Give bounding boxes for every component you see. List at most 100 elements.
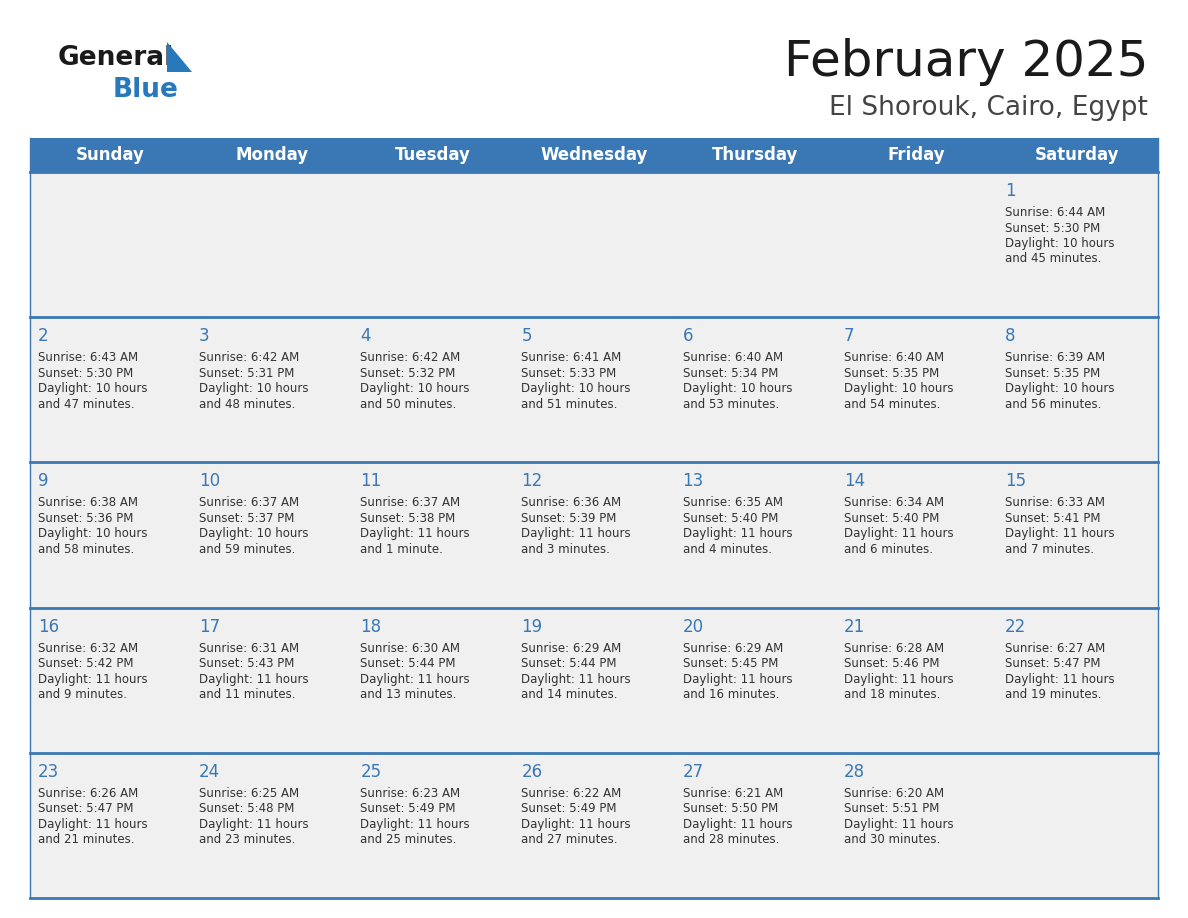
Text: and 6 minutes.: and 6 minutes. xyxy=(843,543,933,556)
Text: Sunrise: 6:27 AM: Sunrise: 6:27 AM xyxy=(1005,642,1105,655)
Bar xyxy=(353,753,513,898)
Text: 19: 19 xyxy=(522,618,543,635)
Text: Sunset: 5:37 PM: Sunset: 5:37 PM xyxy=(200,512,295,525)
Text: Daylight: 11 hours: Daylight: 11 hours xyxy=(360,673,470,686)
Bar xyxy=(30,463,191,608)
Bar xyxy=(997,463,1158,608)
Text: Sunrise: 6:34 AM: Sunrise: 6:34 AM xyxy=(843,497,943,509)
Bar xyxy=(513,138,675,172)
Text: Daylight: 10 hours: Daylight: 10 hours xyxy=(38,382,147,396)
Text: Daylight: 11 hours: Daylight: 11 hours xyxy=(843,818,953,831)
Text: Sunrise: 6:37 AM: Sunrise: 6:37 AM xyxy=(360,497,461,509)
Text: and 50 minutes.: and 50 minutes. xyxy=(360,397,456,410)
Text: Sunrise: 6:44 AM: Sunrise: 6:44 AM xyxy=(1005,206,1105,219)
Text: Sunrise: 6:37 AM: Sunrise: 6:37 AM xyxy=(200,497,299,509)
Bar xyxy=(997,318,1158,463)
Text: Sunrise: 6:42 AM: Sunrise: 6:42 AM xyxy=(200,352,299,364)
Text: Daylight: 11 hours: Daylight: 11 hours xyxy=(200,673,309,686)
Text: Sunset: 5:35 PM: Sunset: 5:35 PM xyxy=(843,366,939,380)
Bar xyxy=(513,172,675,318)
Text: Sunday: Sunday xyxy=(76,146,145,164)
Text: Sunset: 5:48 PM: Sunset: 5:48 PM xyxy=(200,802,295,815)
Text: Sunset: 5:44 PM: Sunset: 5:44 PM xyxy=(522,657,617,670)
Text: and 51 minutes.: and 51 minutes. xyxy=(522,397,618,410)
Text: and 1 minute.: and 1 minute. xyxy=(360,543,443,556)
Text: Daylight: 11 hours: Daylight: 11 hours xyxy=(843,673,953,686)
Text: Sunset: 5:39 PM: Sunset: 5:39 PM xyxy=(522,512,617,525)
Bar xyxy=(513,753,675,898)
Text: 1: 1 xyxy=(1005,182,1016,200)
Bar xyxy=(997,172,1158,318)
Bar xyxy=(30,608,191,753)
Bar xyxy=(191,608,353,753)
Bar xyxy=(997,753,1158,898)
Text: and 18 minutes.: and 18 minutes. xyxy=(843,688,940,701)
Text: and 7 minutes.: and 7 minutes. xyxy=(1005,543,1094,556)
Text: Sunset: 5:41 PM: Sunset: 5:41 PM xyxy=(1005,512,1100,525)
Bar xyxy=(30,172,191,318)
Text: Sunset: 5:45 PM: Sunset: 5:45 PM xyxy=(683,657,778,670)
Text: Daylight: 10 hours: Daylight: 10 hours xyxy=(1005,237,1114,250)
Text: and 25 minutes.: and 25 minutes. xyxy=(360,834,456,846)
Text: 28: 28 xyxy=(843,763,865,781)
Text: Sunrise: 6:31 AM: Sunrise: 6:31 AM xyxy=(200,642,299,655)
Text: and 16 minutes.: and 16 minutes. xyxy=(683,688,779,701)
Bar xyxy=(513,318,675,463)
Text: and 28 minutes.: and 28 minutes. xyxy=(683,834,779,846)
Text: 21: 21 xyxy=(843,618,865,635)
Bar xyxy=(191,753,353,898)
Bar xyxy=(675,608,835,753)
Text: 11: 11 xyxy=(360,473,381,490)
Text: Sunrise: 6:29 AM: Sunrise: 6:29 AM xyxy=(522,642,621,655)
Text: Daylight: 11 hours: Daylight: 11 hours xyxy=(683,673,792,686)
Text: Daylight: 10 hours: Daylight: 10 hours xyxy=(1005,382,1114,396)
Text: Daylight: 11 hours: Daylight: 11 hours xyxy=(38,818,147,831)
Text: and 14 minutes.: and 14 minutes. xyxy=(522,688,618,701)
Bar xyxy=(513,463,675,608)
Text: and 45 minutes.: and 45 minutes. xyxy=(1005,252,1101,265)
Text: Daylight: 11 hours: Daylight: 11 hours xyxy=(38,673,147,686)
Text: and 54 minutes.: and 54 minutes. xyxy=(843,397,940,410)
Bar xyxy=(675,172,835,318)
Text: Daylight: 10 hours: Daylight: 10 hours xyxy=(200,528,309,541)
Text: and 48 minutes.: and 48 minutes. xyxy=(200,397,296,410)
Text: Daylight: 11 hours: Daylight: 11 hours xyxy=(683,818,792,831)
Text: 27: 27 xyxy=(683,763,703,781)
Text: 18: 18 xyxy=(360,618,381,635)
Text: Tuesday: Tuesday xyxy=(394,146,470,164)
Text: 23: 23 xyxy=(38,763,59,781)
Text: Sunrise: 6:33 AM: Sunrise: 6:33 AM xyxy=(1005,497,1105,509)
Text: Daylight: 11 hours: Daylight: 11 hours xyxy=(683,528,792,541)
Text: Sunrise: 6:32 AM: Sunrise: 6:32 AM xyxy=(38,642,138,655)
Bar xyxy=(835,608,997,753)
Text: 7: 7 xyxy=(843,327,854,345)
Text: Sunrise: 6:43 AM: Sunrise: 6:43 AM xyxy=(38,352,138,364)
Text: Sunset: 5:43 PM: Sunset: 5:43 PM xyxy=(200,657,295,670)
Text: Daylight: 11 hours: Daylight: 11 hours xyxy=(1005,528,1114,541)
Text: Daylight: 10 hours: Daylight: 10 hours xyxy=(38,528,147,541)
Text: and 23 minutes.: and 23 minutes. xyxy=(200,834,296,846)
Text: Sunrise: 6:36 AM: Sunrise: 6:36 AM xyxy=(522,497,621,509)
Text: 3: 3 xyxy=(200,327,210,345)
Text: 17: 17 xyxy=(200,618,220,635)
Text: Friday: Friday xyxy=(887,146,946,164)
Text: General: General xyxy=(58,45,175,71)
Text: Sunrise: 6:20 AM: Sunrise: 6:20 AM xyxy=(843,787,943,800)
Text: Sunset: 5:31 PM: Sunset: 5:31 PM xyxy=(200,366,295,380)
Text: Sunset: 5:40 PM: Sunset: 5:40 PM xyxy=(843,512,939,525)
Text: 25: 25 xyxy=(360,763,381,781)
Bar xyxy=(997,138,1158,172)
Bar xyxy=(997,608,1158,753)
Text: Sunrise: 6:35 AM: Sunrise: 6:35 AM xyxy=(683,497,783,509)
Text: Sunrise: 6:41 AM: Sunrise: 6:41 AM xyxy=(522,352,621,364)
Text: 13: 13 xyxy=(683,473,703,490)
Bar xyxy=(675,318,835,463)
Text: Daylight: 11 hours: Daylight: 11 hours xyxy=(1005,673,1114,686)
Bar xyxy=(191,172,353,318)
Text: 5: 5 xyxy=(522,327,532,345)
Text: and 53 minutes.: and 53 minutes. xyxy=(683,397,779,410)
Bar xyxy=(353,463,513,608)
Text: and 21 minutes.: and 21 minutes. xyxy=(38,834,134,846)
Text: Sunset: 5:30 PM: Sunset: 5:30 PM xyxy=(38,366,133,380)
Text: Blue: Blue xyxy=(113,77,179,103)
